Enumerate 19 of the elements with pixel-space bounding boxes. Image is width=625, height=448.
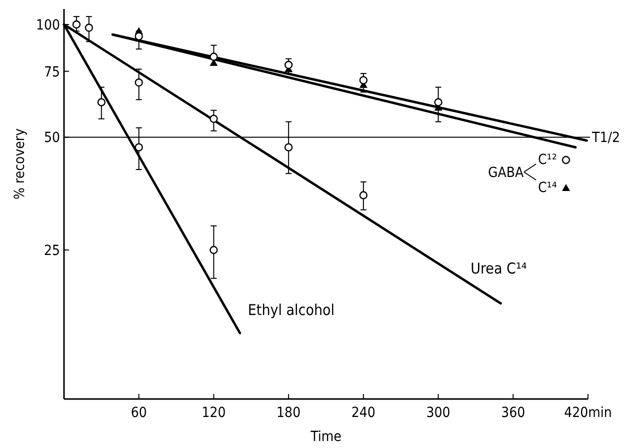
ref-line-label: T1/2 bbox=[591, 130, 620, 146]
y-tick-label: 75 bbox=[44, 64, 60, 80]
legend-label: C¹² bbox=[538, 152, 557, 168]
legend-label: C¹⁴ bbox=[538, 180, 557, 196]
y-tick-label: 50 bbox=[44, 130, 60, 146]
x-tick-label: 180 bbox=[276, 405, 301, 421]
x-tick-label: 420min bbox=[564, 405, 612, 421]
legend-title: GABA bbox=[488, 165, 524, 181]
x-tick-label: 120 bbox=[202, 405, 226, 421]
x-tick-label: 360 bbox=[501, 405, 526, 421]
y-tick-label: 100 bbox=[36, 18, 60, 34]
x-tick-label: 60 bbox=[130, 405, 147, 421]
x-tick-label: 300 bbox=[426, 405, 450, 421]
y-axis-title: % recovery bbox=[12, 128, 28, 200]
y-tick-label: 25 bbox=[44, 242, 60, 259]
x-axis-title: Time bbox=[310, 429, 342, 445]
series-label: Ethyl alcohol bbox=[248, 301, 335, 320]
x-tick-label: 240 bbox=[351, 405, 376, 421]
series-label: Urea C¹⁴ bbox=[470, 259, 527, 278]
